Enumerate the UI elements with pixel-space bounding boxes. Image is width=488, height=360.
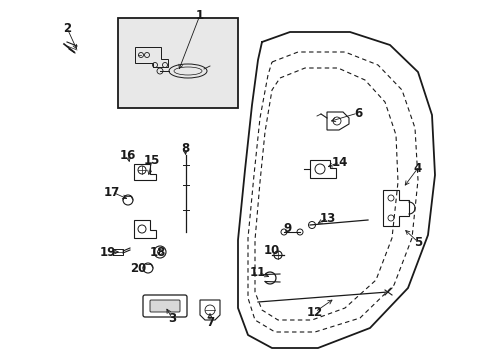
Text: 14: 14 [331, 156, 347, 168]
Text: 20: 20 [130, 261, 146, 275]
Text: 6: 6 [353, 107, 362, 120]
Text: 18: 18 [149, 246, 166, 258]
Text: 10: 10 [264, 243, 280, 256]
Text: 13: 13 [319, 212, 335, 225]
Text: 16: 16 [120, 149, 136, 162]
Bar [118, 18, 238, 108]
Text: 3: 3 [167, 311, 176, 324]
Text: 4: 4 [413, 162, 421, 175]
Text: 7: 7 [205, 315, 214, 328]
Text: 5: 5 [413, 235, 421, 248]
Text: 1: 1 [196, 9, 203, 22]
Text: 11: 11 [249, 266, 265, 279]
Text: 9: 9 [284, 221, 291, 234]
Text: 17: 17 [103, 185, 120, 198]
Text: 15: 15 [143, 153, 160, 166]
Text: 12: 12 [306, 306, 323, 319]
Text: 8: 8 [181, 141, 189, 154]
Text: 2: 2 [63, 22, 71, 35]
FancyBboxPatch shape [142, 295, 186, 317]
Text: 19: 19 [100, 246, 116, 258]
FancyBboxPatch shape [150, 300, 180, 312]
